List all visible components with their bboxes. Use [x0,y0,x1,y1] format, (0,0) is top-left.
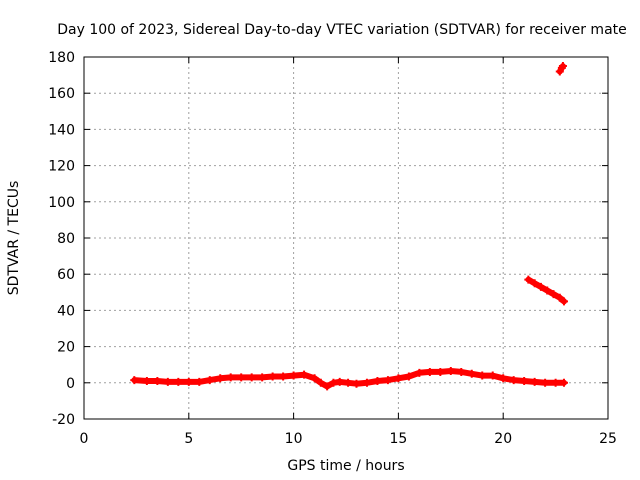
y-tick-label: 80 [57,231,75,247]
y-tick-label: 0 [66,376,75,392]
y-tick-label: 140 [48,122,75,138]
data-point [247,373,256,382]
data-point [541,378,550,387]
data-point [216,374,225,383]
x-tick-label: 5 [184,431,193,447]
data-point [362,378,371,387]
data-point [237,373,246,382]
data-point [373,376,382,385]
data-point [415,368,424,377]
data-point [174,377,183,386]
data-point [163,377,172,386]
data-point [153,376,162,385]
x-tick-label: 20 [494,431,512,447]
data-point [520,376,529,385]
x-tick-label: 10 [285,431,303,447]
y-axis-title: SDTVAR / TECUs [6,181,22,296]
data-point [530,279,539,288]
data-point [436,367,445,376]
y-tick-label: 160 [48,86,75,102]
data-point [289,371,298,380]
data-point [344,378,353,387]
y-tick-label: 60 [57,267,75,283]
x-axis-title: GPS time / hours [287,458,404,474]
data-point [335,377,344,386]
data-point [268,372,277,381]
data-point [478,371,487,380]
data-point [425,367,434,376]
grid [84,57,608,419]
series-rising-arc [524,275,568,306]
data-point [195,377,204,386]
data-point [226,373,235,382]
data-point [558,62,567,71]
data-point [394,374,403,383]
data-points [130,62,568,391]
axis-ticks: -20 0 20 40 60 80 100 120 140 160 180 0 5 10 15 20 25 [48,50,617,447]
y-tick-label: 40 [57,303,75,319]
series-main-arc [130,367,568,391]
data-point [467,369,476,378]
data-point [279,372,288,381]
data-point [310,374,319,383]
data-point [205,376,214,385]
data-point [559,297,568,306]
x-tick-label: 15 [389,431,407,447]
data-point [404,372,413,381]
y-tick-label: 100 [48,195,75,211]
data-point [530,377,539,386]
data-point [383,376,392,385]
data-point [323,382,332,391]
data-point [559,378,568,387]
data-point [300,370,309,379]
data-point [551,378,560,387]
data-point [555,293,564,302]
y-tick-label: -20 [52,412,75,428]
x-tick-label: 0 [80,431,89,447]
data-point [446,367,455,376]
data-point [543,286,552,295]
data-point [457,367,466,376]
data-point [524,275,533,284]
data-point [536,282,545,291]
x-tick-label: 25 [599,431,617,447]
data-point [316,378,325,387]
chart-title: Day 100 of 2023, Sidereal Day-to-day VTE… [57,22,627,38]
y-tick-label: 120 [48,159,75,175]
data-point [142,376,151,385]
y-tick-label: 20 [57,340,75,356]
data-point [509,376,518,385]
data-point [499,374,508,383]
data-point [488,371,497,380]
data-point [258,373,267,382]
data-point [130,376,139,385]
y-tick-label: 180 [48,50,75,66]
data-point [352,379,361,388]
series-outlier [555,62,567,76]
data-point [549,290,558,299]
data-point [184,377,193,386]
